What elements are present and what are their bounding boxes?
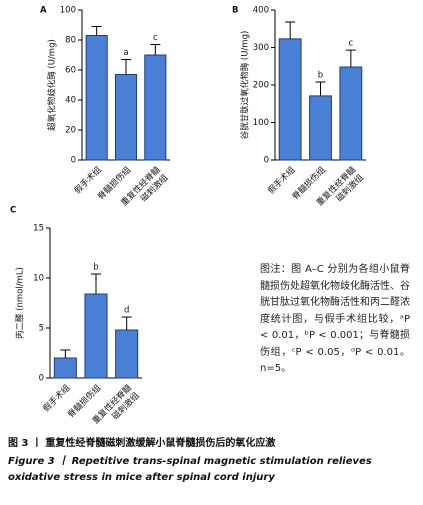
y-tick-label: 300 bbox=[253, 43, 269, 53]
y-tick-label: 40 bbox=[65, 96, 76, 106]
y-tick-label: 100 bbox=[253, 118, 269, 128]
error-bar bbox=[91, 26, 102, 36]
y-tick-label: 0 bbox=[264, 156, 269, 166]
caption: 图 3 丨 重复性经脊髓磁刺激缓解小鼠脊髓损伤后的氧化应激 Figure 3 丨… bbox=[8, 436, 418, 488]
error-bar bbox=[345, 49, 356, 67]
bar bbox=[309, 95, 332, 161]
y-tick-label: 60 bbox=[65, 66, 76, 76]
y-axis-label: 超氧化物歧化酶 (U/mg) bbox=[47, 39, 58, 131]
bar bbox=[53, 357, 77, 379]
significance-label: b bbox=[93, 263, 98, 273]
y-tick-label: 20 bbox=[65, 126, 76, 136]
x-tick-label: 假手术组 bbox=[40, 382, 72, 414]
error-bar bbox=[315, 81, 326, 96]
bar bbox=[85, 35, 108, 161]
bar bbox=[339, 66, 363, 161]
y-tick-label: 5 bbox=[39, 324, 44, 334]
error-bar bbox=[121, 316, 132, 330]
y-tick-label: 100 bbox=[60, 6, 76, 16]
y-tick-label: 80 bbox=[65, 36, 76, 46]
bar bbox=[278, 38, 302, 161]
y-tick-label: 0 bbox=[71, 156, 76, 166]
error-bar bbox=[91, 273, 101, 294]
y-tick-label: 400 bbox=[253, 6, 269, 16]
bar bbox=[84, 293, 108, 379]
significance-label: d bbox=[124, 306, 129, 316]
bar bbox=[115, 329, 139, 379]
y-tick-label: 0 bbox=[39, 374, 44, 384]
significance-label: c bbox=[348, 39, 353, 49]
y-tick-label: 200 bbox=[253, 81, 269, 91]
caption-en: Figure 3 丨 Repetitive trans-spinal magne… bbox=[8, 456, 372, 483]
significance-label: b bbox=[318, 71, 323, 81]
y-tick-label: 10 bbox=[33, 274, 44, 284]
error-bar bbox=[285, 21, 296, 39]
y-tick-label: 15 bbox=[33, 224, 44, 234]
significance-label: c bbox=[153, 33, 158, 43]
panel-label: B bbox=[232, 6, 238, 16]
caption-zh: 图 3 丨 重复性经脊髓磁刺激缓解小鼠脊髓损伤后的氧化应激 bbox=[8, 438, 276, 449]
panel-label: A bbox=[40, 6, 47, 16]
error-bar bbox=[121, 59, 131, 75]
significance-label: a bbox=[123, 48, 128, 58]
panel-label: C bbox=[10, 206, 16, 216]
error-bar bbox=[60, 349, 71, 358]
y-axis-label: 谷胱甘肽过氧化物酶 (U/mg) bbox=[240, 31, 251, 140]
bar bbox=[114, 74, 138, 161]
y-axis-label: 丙二醛 (nmol/mL) bbox=[15, 267, 26, 339]
error-bar bbox=[150, 44, 161, 55]
figure-note: 图注：图 A–C 分别为各组小鼠脊髓损伤处超氧化物歧化酶活性、谷胱甘肽过氧化物酶… bbox=[260, 264, 410, 374]
bar bbox=[144, 54, 167, 161]
x-tick-label: 假手术组 bbox=[265, 164, 297, 196]
